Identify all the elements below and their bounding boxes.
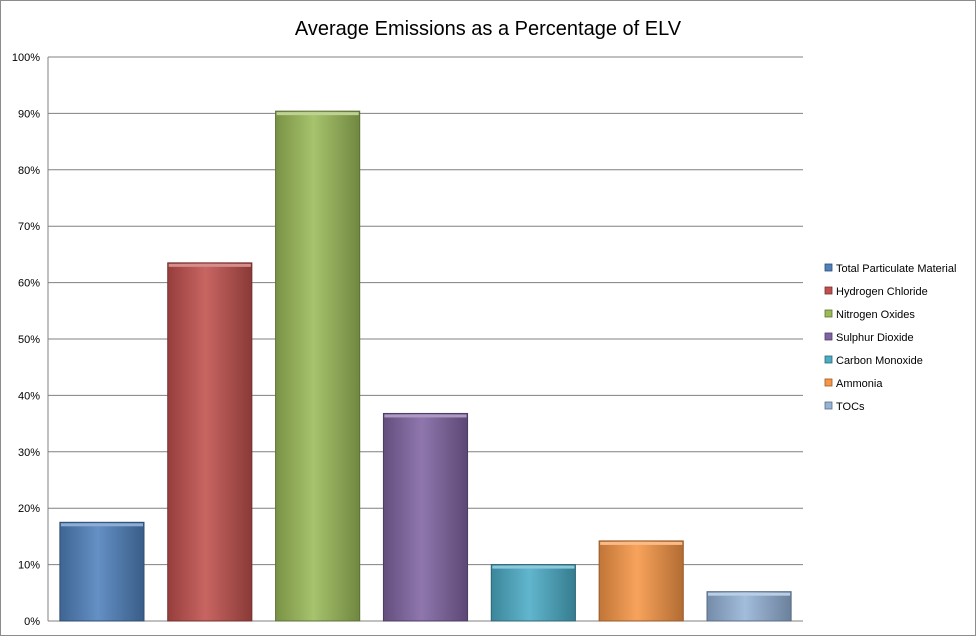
legend-label: Ammonia [836, 378, 883, 390]
bar-sulphur-dioxide [382, 412, 469, 622]
bar-ammonia [598, 540, 684, 622]
y-tick-label: 50% [18, 334, 40, 346]
bar-highlight [492, 565, 575, 569]
y-tick-label: 30% [18, 447, 40, 459]
bar-highlight [708, 592, 791, 596]
bar-total-particulate-material [59, 521, 145, 622]
bar-highlight [384, 414, 467, 418]
y-tick-label: 20% [18, 503, 40, 515]
legend-label: Hydrogen Chloride [836, 286, 928, 298]
bar-nitrogen-oxides [275, 110, 361, 622]
legend-swatch [824, 401, 833, 410]
legend-swatch [824, 355, 833, 364]
y-tick-label: 10% [18, 560, 40, 572]
y-tick-label: 0% [24, 616, 40, 628]
bar-tocs [706, 591, 792, 622]
bar-carbon-monoxide [490, 564, 576, 622]
bar-highlight [168, 263, 251, 267]
legend-label: Nitrogen Oxides [836, 309, 915, 321]
legend-swatch [824, 263, 833, 272]
legend-swatch [824, 332, 833, 341]
bar-highlight [600, 541, 683, 545]
y-tick-label: 90% [18, 108, 40, 120]
y-axis-ticks: 0% 10% 20% 30% 40% 50% 60% 70% 80% 90% 100% [12, 52, 40, 628]
y-tick-label: 70% [18, 221, 40, 233]
bar-hydrogen-chloride [167, 262, 253, 622]
legend-label: Sulphur Dioxide [836, 332, 914, 344]
legend-swatch [824, 309, 833, 318]
legend-label: Carbon Monoxide [836, 355, 923, 367]
chart-title: Average Emissions as a Percentage of ELV [295, 18, 682, 40]
bar-highlight [60, 523, 143, 527]
y-tick-label: 60% [18, 278, 40, 290]
y-tick-label: 80% [18, 165, 40, 177]
legend-label: TOCs [836, 401, 865, 413]
legend-label: Total Particulate Material [836, 263, 956, 275]
bar-highlight [276, 112, 359, 116]
legend: Total Particulate Material Hydrogen Chlor… [824, 263, 956, 413]
y-tick-label: 40% [18, 390, 40, 402]
legend-swatch [824, 378, 833, 387]
y-tick-label: 100% [12, 52, 40, 64]
bars [59, 110, 792, 622]
legend-swatch [824, 286, 833, 295]
